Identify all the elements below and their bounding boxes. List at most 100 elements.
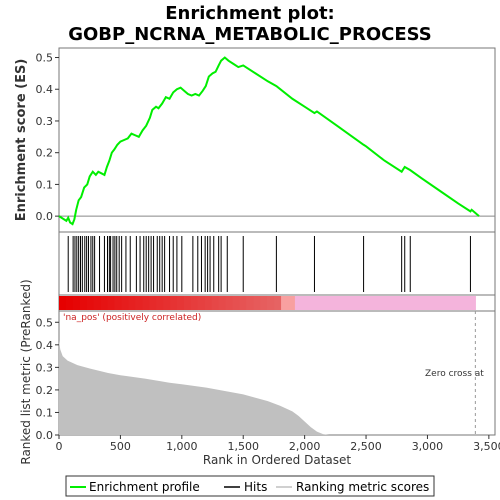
x-tick-label: 2,500 xyxy=(350,440,382,453)
x-tick-label: 500 xyxy=(110,440,131,453)
es-y-axis: 0.0 0.1 0.2 0.3 0.4 0.5 xyxy=(36,52,60,224)
band-segment xyxy=(455,296,463,310)
es-panel: 0.0 0.1 0.2 0.3 0.4 0.5 Enrichment score (ES) xyxy=(14,48,495,232)
band-segment xyxy=(316,296,324,310)
band-segment xyxy=(267,296,275,310)
band-segment xyxy=(378,296,386,310)
band-segment xyxy=(191,296,199,310)
positive-correlation-label: 'na_pos' (positively correlated) xyxy=(63,313,201,323)
band-segment xyxy=(59,296,67,310)
legend-label-hits: Hits xyxy=(244,480,267,494)
band-segments xyxy=(59,296,476,310)
band-segment xyxy=(461,296,469,310)
metric-x-axis: 0 500 1,000 1,500 2,000 2,500 3,000 3,500 xyxy=(56,435,500,453)
x-tick-label: 3,000 xyxy=(412,440,444,453)
band-segment xyxy=(80,296,88,310)
metric-y-tick-label: 0.0 xyxy=(36,429,54,442)
band-segment xyxy=(219,296,227,310)
band-segment xyxy=(295,296,303,310)
metric-y-tick-label: 0.2 xyxy=(36,384,54,397)
band-segment xyxy=(371,296,379,310)
band-segment xyxy=(468,296,476,310)
band-segment xyxy=(323,296,331,310)
band-segment xyxy=(441,296,449,310)
x-tick-label: 1,500 xyxy=(227,440,259,453)
band-segment xyxy=(309,296,317,310)
es-y-tick-label: 0.5 xyxy=(36,52,54,65)
es-y-tick-label: 0.2 xyxy=(36,147,54,160)
band-segment xyxy=(350,296,358,310)
metric-y-tick-label: 0.5 xyxy=(36,316,54,329)
es-y-tick-label: 0.3 xyxy=(36,115,54,128)
band-segment xyxy=(399,296,407,310)
band-segment xyxy=(288,296,296,310)
band-segment xyxy=(101,296,109,310)
band-segment xyxy=(163,296,171,310)
band-segment xyxy=(108,296,116,310)
legend: Enrichment profile Hits Ranking metric s… xyxy=(66,476,434,496)
x-tick-label: 1,000 xyxy=(166,440,198,453)
band-segment xyxy=(142,296,150,310)
band-segment xyxy=(385,296,393,310)
band-segment xyxy=(135,296,143,310)
band-segment xyxy=(115,296,123,310)
band-segment xyxy=(330,296,338,310)
band-segment xyxy=(87,296,95,310)
band-segment xyxy=(337,296,345,310)
chart-title-line2: GOBP_NCRNA_METABOLIC_PROCESS xyxy=(68,24,432,45)
band-segment xyxy=(246,296,254,310)
band-segment xyxy=(232,296,240,310)
band-segment xyxy=(170,296,178,310)
band-segment xyxy=(448,296,456,310)
metric-y-axis: 0.0 0.1 0.2 0.3 0.4 0.5 xyxy=(36,316,60,442)
rank-color-band xyxy=(59,295,495,311)
band-segment xyxy=(212,296,220,310)
metric-y-tick-label: 0.4 xyxy=(36,339,54,352)
band-segment xyxy=(260,296,268,310)
band-segment xyxy=(434,296,442,310)
band-segment xyxy=(121,296,129,310)
band-segment xyxy=(420,296,428,310)
metric-y-tick-label: 0.1 xyxy=(36,406,54,419)
es-y-tick-label: 0.0 xyxy=(36,210,54,223)
band-segment xyxy=(344,296,352,310)
x-tick-label: 3,500 xyxy=(473,440,500,453)
x-tick-label: 0 xyxy=(56,440,63,453)
es-y-tick-label: 0.1 xyxy=(36,178,54,191)
band-segment xyxy=(184,296,192,310)
band-segment xyxy=(128,296,136,310)
band-segment xyxy=(226,296,234,310)
hits-plot-frame xyxy=(59,232,495,295)
band-segment xyxy=(198,296,206,310)
band-segment xyxy=(392,296,400,310)
band-segment xyxy=(274,296,282,310)
metric-y-tick-label: 0.3 xyxy=(36,361,54,374)
band-segment xyxy=(281,296,289,310)
legend-label-metric: Ranking metric scores xyxy=(296,480,429,494)
chart-title-line1: Enrichment plot: xyxy=(165,3,335,24)
x-tick-label: 2,000 xyxy=(289,440,321,453)
band-segment xyxy=(94,296,102,310)
band-segment xyxy=(427,296,435,310)
es-y-tick-label: 0.4 xyxy=(36,83,54,96)
band-segment xyxy=(357,296,365,310)
band-segment xyxy=(253,296,261,310)
band-segment xyxy=(73,296,81,310)
band-segment xyxy=(302,296,310,310)
band-segment xyxy=(156,296,164,310)
zero-cross-label: Zero cross at xyxy=(425,369,484,379)
band-segment xyxy=(205,296,213,310)
es-y-axis-label: Enrichment score (ES) xyxy=(14,59,29,222)
band-segment xyxy=(149,296,157,310)
band-segment xyxy=(406,296,414,310)
legend-label-enrichment: Enrichment profile xyxy=(89,480,200,494)
metric-y-axis-label: Ranked list metric (PreRanked) xyxy=(19,279,33,464)
band-segment xyxy=(239,296,247,310)
band-segment xyxy=(413,296,421,310)
band-segment xyxy=(177,296,185,310)
band-segment xyxy=(364,296,372,310)
hits-panel xyxy=(59,232,495,295)
x-axis-label: Rank in Ordered Dataset xyxy=(203,453,351,467)
band-segment xyxy=(66,296,74,310)
